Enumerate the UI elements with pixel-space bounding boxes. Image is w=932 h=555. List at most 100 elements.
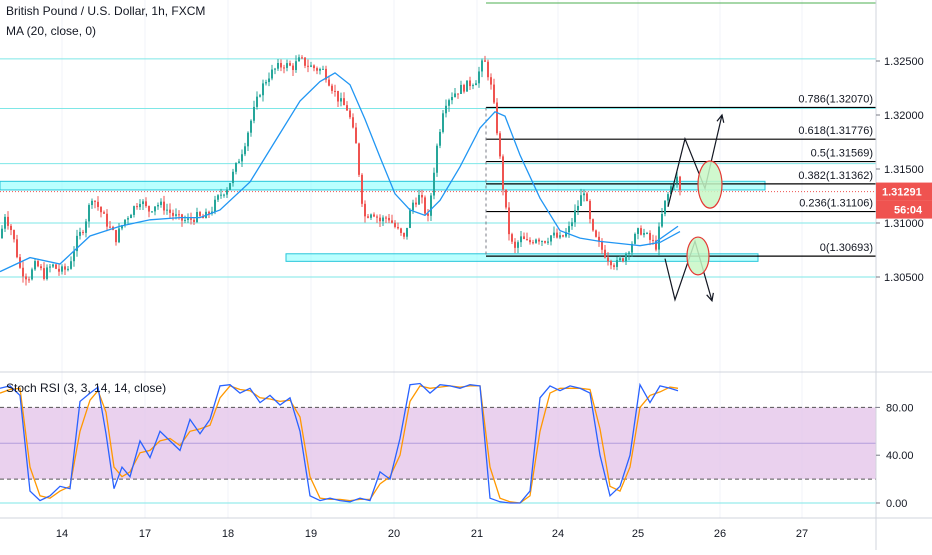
current-price-value: 1.31291 [882, 187, 922, 199]
candle-body [136, 206, 138, 208]
candle-body [280, 62, 282, 68]
candle-body [130, 214, 132, 219]
candle-body [484, 60, 486, 62]
candle-body [475, 83, 477, 86]
time-tick-2: 18 [222, 528, 234, 540]
candle-body [379, 217, 381, 222]
candle-body [568, 226, 570, 233]
candle-body [142, 201, 144, 205]
candle-body [373, 214, 375, 217]
candle-body [160, 201, 162, 205]
candle-body [307, 65, 309, 67]
candle-body [418, 194, 420, 205]
candle-body [34, 261, 36, 270]
candle-body [37, 261, 39, 267]
target-ellipse-0 [697, 160, 723, 209]
price-tick-3: 1.32000 [884, 110, 924, 122]
candle-body [433, 172, 435, 196]
candle-body [154, 206, 156, 212]
candle-body [397, 226, 399, 229]
candle-body [592, 219, 594, 231]
time-tick-4: 20 [388, 528, 400, 540]
candle-body [580, 195, 582, 206]
candle-body [586, 193, 588, 202]
candle-body [91, 200, 93, 206]
candle-body [271, 69, 273, 79]
candle-body [172, 212, 174, 216]
candle-body [502, 156, 504, 190]
fib-label-3: 0.382(1.31362) [798, 170, 873, 182]
candle-body [454, 93, 456, 98]
candle-body [406, 227, 408, 237]
candle-body [499, 133, 501, 157]
candle-body [256, 96, 258, 107]
candle-body [382, 217, 384, 222]
candle-body [478, 71, 480, 84]
candle-body [304, 57, 306, 66]
candle-body [325, 68, 327, 80]
fib-label-0: 0.786(1.32070) [798, 93, 873, 105]
candle-body [103, 212, 105, 214]
candle-body [646, 232, 648, 234]
candle-body [46, 267, 48, 279]
candle-body [505, 189, 507, 208]
countdown-value: 56:04 [894, 205, 923, 217]
candle-body [508, 207, 510, 235]
time-tick-7: 25 [632, 528, 644, 540]
candle-body [124, 219, 126, 226]
candle-body [235, 162, 237, 172]
candle-body [616, 260, 618, 267]
candle-body [664, 200, 666, 214]
candle-body [268, 78, 270, 83]
candle-body [496, 102, 498, 134]
candle-body [274, 68, 276, 70]
candle-body [490, 77, 492, 85]
candle-body [349, 110, 351, 118]
candle-body [535, 239, 537, 243]
candle-body [55, 264, 57, 269]
candle-body [541, 241, 543, 243]
candle-body [424, 197, 426, 214]
projection-arrowhead-1 [706, 292, 714, 303]
candle-body [82, 231, 84, 233]
ma-legend: MA (20, close, 0) [6, 24, 97, 38]
candle-body [445, 105, 447, 114]
candle-body [376, 216, 378, 218]
candle-body [250, 120, 252, 133]
candle-body [538, 239, 540, 242]
candle-body [157, 204, 159, 207]
candle-body [628, 252, 630, 254]
fib-label-1: 0.618(1.31776) [798, 125, 873, 137]
candle-body [451, 97, 453, 101]
candle-body [109, 226, 111, 228]
candle-body [178, 214, 180, 216]
price-tick-4: 1.32500 [884, 56, 924, 68]
candle-body [310, 65, 312, 67]
candle-body [244, 146, 246, 155]
candle-body [439, 131, 441, 146]
candle-body [313, 65, 315, 69]
candle-body [667, 194, 669, 201]
stoch-k-line [0, 382, 679, 504]
candle-body [622, 258, 624, 262]
candle-body [631, 243, 633, 253]
fib-label-2: 0.5(1.31569) [811, 148, 873, 160]
candle-body [319, 68, 321, 71]
candle-body [415, 202, 417, 205]
current-price-tag [876, 182, 932, 201]
candle-body [169, 209, 171, 213]
candle-body [316, 68, 318, 71]
candle-body [67, 268, 69, 270]
candle-body [331, 85, 333, 91]
candle-body [208, 211, 210, 214]
candle-body [253, 106, 255, 121]
candle-body [412, 202, 414, 211]
candle-body [421, 194, 423, 198]
candle-body [232, 171, 234, 184]
candle-body [148, 206, 150, 212]
candle-body [94, 200, 96, 202]
candle-body [340, 98, 342, 102]
candle-body [679, 176, 681, 190]
candle-body [403, 232, 405, 237]
